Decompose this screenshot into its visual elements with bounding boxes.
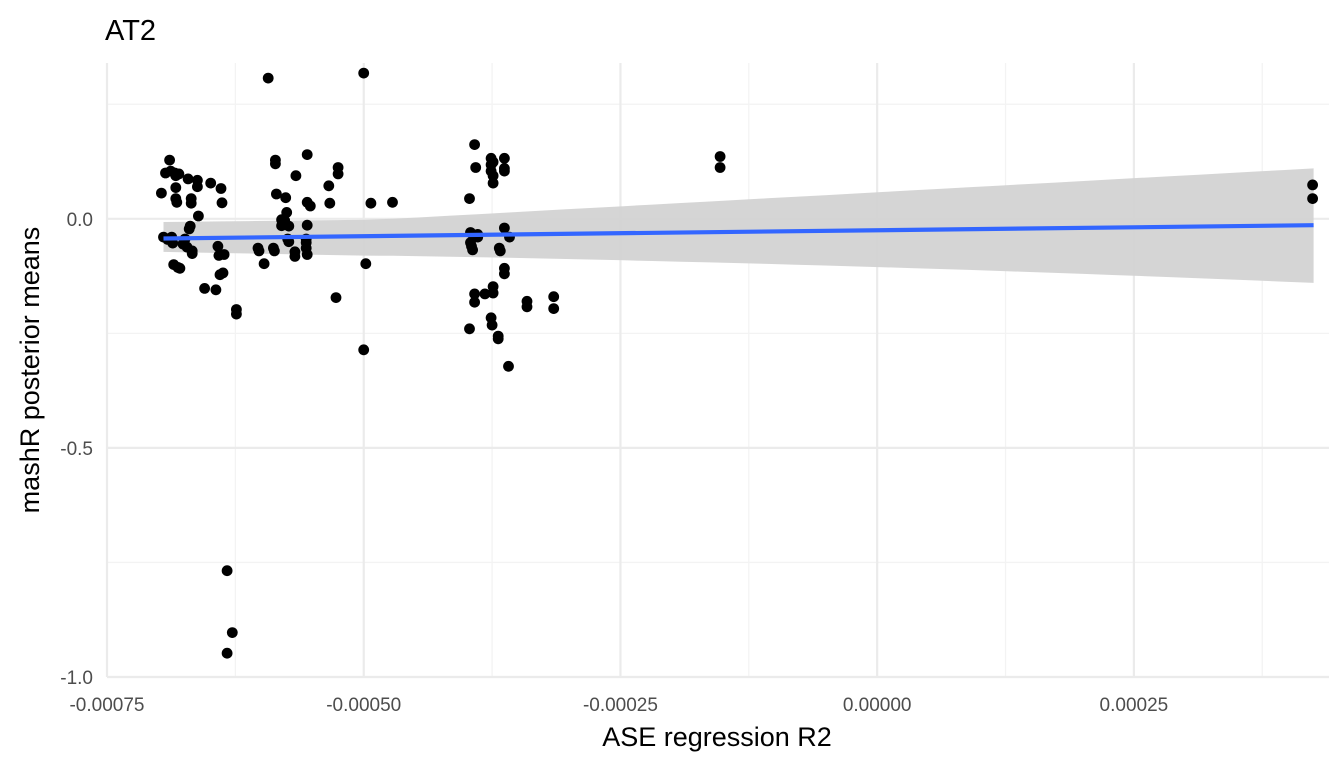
x-tick-label: -0.00075 — [69, 695, 144, 716]
y-tick-label: 0.0 — [67, 210, 93, 231]
data-point — [290, 170, 302, 182]
data-point — [281, 207, 293, 218]
data-point — [467, 244, 478, 256]
x-tick-label: 0.00025 — [1100, 695, 1169, 716]
data-point — [218, 249, 230, 260]
data-point — [205, 177, 217, 189]
data-point — [358, 67, 370, 79]
data-point — [199, 283, 211, 294]
data-point — [301, 219, 313, 231]
data-point — [185, 197, 197, 209]
data-point — [182, 173, 194, 185]
data-point — [487, 156, 499, 168]
data-point — [258, 258, 270, 270]
data-point — [387, 196, 398, 208]
data-point — [215, 183, 227, 194]
y-tick-label: -0.5 — [60, 439, 93, 460]
chart-title: AT2 — [105, 15, 156, 47]
data-point — [1307, 193, 1318, 205]
y-tick-labels: -1.0 -0.5 0.0 — [60, 210, 93, 689]
data-point — [269, 245, 280, 257]
data-point — [479, 288, 491, 300]
data-point — [164, 154, 176, 166]
data-point — [301, 149, 313, 161]
data-point — [464, 323, 475, 335]
data-point — [174, 262, 186, 274]
data-point — [156, 187, 167, 199]
data-point — [503, 360, 514, 372]
data-point — [221, 565, 233, 577]
data-point — [210, 284, 222, 296]
x-tick-label: -0.00025 — [583, 695, 658, 716]
data-point — [221, 647, 233, 659]
x-tick-labels: -0.00075 -0.00050 -0.00025 0.00000 0.00025 — [69, 695, 1168, 716]
data-point — [499, 152, 510, 164]
data-point — [499, 222, 510, 234]
data-point — [262, 72, 274, 84]
major-gridlines — [105, 63, 1329, 679]
data-point — [494, 245, 506, 257]
data-point — [280, 192, 292, 204]
x-tick-label: -0.00050 — [326, 695, 401, 716]
y-axis-label: mashR posterior means — [15, 227, 45, 514]
data-point — [1307, 179, 1318, 191]
data-point — [271, 188, 282, 200]
data-point — [332, 168, 344, 180]
data-point — [171, 196, 183, 208]
data-point — [270, 158, 281, 170]
data-point — [360, 258, 372, 270]
x-tick-label: 0.00000 — [843, 695, 912, 716]
data-point — [365, 197, 377, 209]
data-point — [192, 181, 203, 193]
data-point — [499, 268, 510, 280]
data-point — [186, 248, 198, 259]
trend-line — [163, 223, 1314, 241]
data-point — [469, 288, 480, 300]
trend-line-layer — [163, 223, 1314, 241]
confidence-band — [163, 168, 1314, 283]
data-point — [486, 319, 498, 331]
data-point — [487, 287, 499, 299]
y-tick-label: -1.0 — [60, 668, 93, 689]
data-point — [301, 249, 313, 260]
data-point — [470, 162, 482, 173]
data-point — [193, 210, 204, 222]
x-axis-label: ASE regression R2 — [602, 722, 832, 752]
data-point — [212, 240, 224, 252]
data-point — [283, 220, 295, 232]
data-point — [714, 162, 726, 173]
data-point — [469, 296, 480, 308]
data-point — [464, 193, 475, 205]
data-point — [216, 197, 228, 209]
data-point — [521, 301, 533, 313]
data-point — [487, 177, 499, 189]
data-point — [184, 220, 196, 232]
data-point — [217, 267, 229, 279]
data-point — [226, 627, 238, 638]
data-point — [324, 197, 336, 209]
data-point — [358, 344, 370, 356]
data-point — [548, 303, 560, 314]
data-point — [231, 308, 242, 320]
data-point — [289, 251, 301, 262]
data-point — [170, 182, 182, 194]
data-point — [304, 200, 316, 212]
data-point — [323, 180, 335, 192]
data-point — [173, 168, 185, 180]
data-point — [487, 170, 499, 182]
confidence-band-layer — [163, 168, 1314, 283]
data-point — [499, 163, 510, 174]
data-point — [469, 139, 480, 151]
data-point — [714, 151, 726, 162]
data-point — [253, 245, 265, 257]
data-point — [548, 291, 560, 303]
data-point — [330, 292, 342, 303]
data-point — [492, 333, 504, 345]
